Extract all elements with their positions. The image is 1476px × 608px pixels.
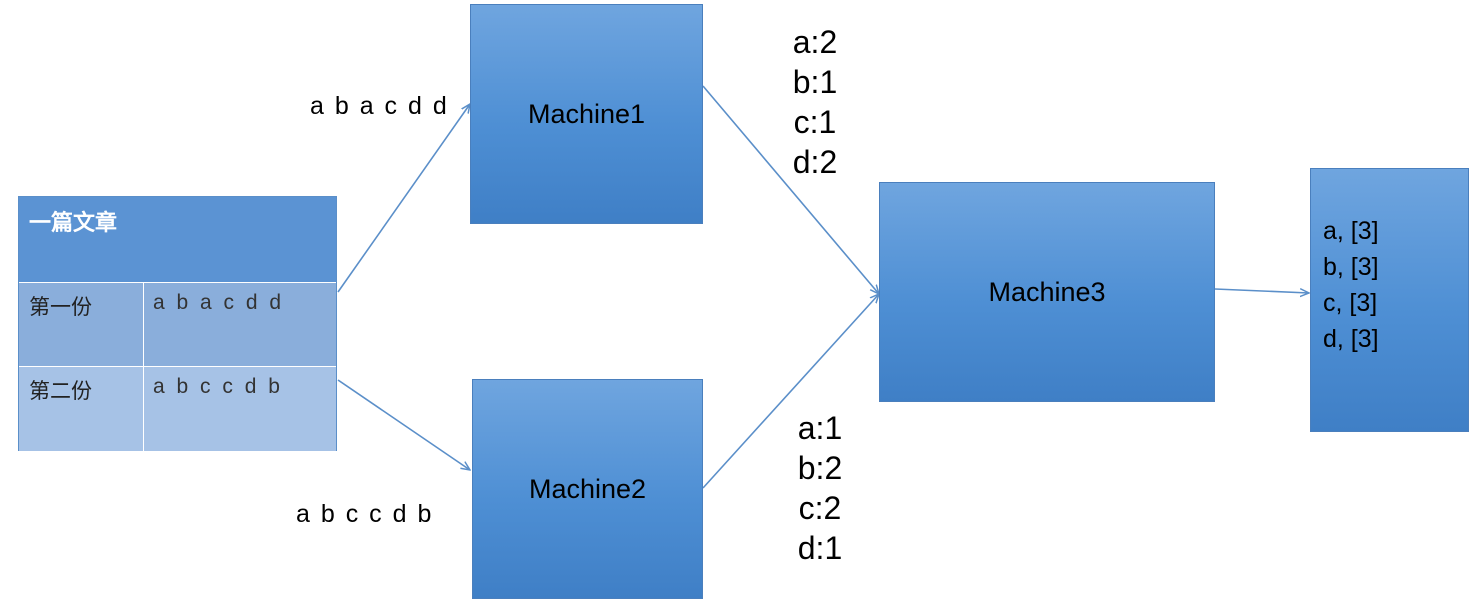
machine2-label: Machine2 [528, 473, 647, 504]
result-item: a, [3] [1323, 217, 1379, 245]
arrow-doc-to-machine2 [337, 379, 470, 470]
document-row-name: 第二份 [29, 379, 92, 403]
arrow-machine2-to-machine3 [702, 294, 879, 489]
result-item: b, [3] [1323, 253, 1379, 281]
arrow-machine1-to-machine3 [702, 85, 879, 294]
count-item: b:2 [797, 450, 843, 486]
result-item: c, [3] [1323, 289, 1378, 317]
machine1-box: Machine1 [470, 4, 703, 224]
count-item: c:1 [793, 104, 837, 140]
document-row-2: 第二份 a b c c d b [19, 367, 336, 451]
document-row-text: a b a c d d [153, 291, 285, 314]
document-title: 一篇文章 [29, 211, 118, 236]
document-row-text: a b c c d b [153, 375, 283, 398]
machine2-input-label: a b c c d b [296, 500, 434, 528]
document-row-name: 第一份 [29, 295, 92, 319]
count-item: c:2 [798, 490, 842, 526]
machine1-input-label: a b a c d d [310, 92, 449, 120]
arrow-doc-to-machine1 [337, 104, 470, 293]
count-item: b:1 [792, 64, 838, 100]
result-box: a, [3] b, [3] c, [3] d, [3] [1310, 168, 1469, 432]
result-item: d, [3] [1323, 325, 1379, 353]
count-item: a:1 [797, 410, 843, 446]
cell-divider [143, 283, 144, 366]
result-list: a, [3] b, [3] c, [3] d, [3] [1323, 213, 1379, 357]
machine3-label: Machine3 [988, 276, 1106, 307]
count-item: d:1 [797, 530, 843, 566]
machine1-counts: a:2 b:1 c:1 d:2 [785, 22, 845, 182]
machine1-label: Machine1 [527, 98, 646, 129]
document-row-1: 第一份 a b a c d d [19, 283, 336, 367]
machine3-box: Machine3 [879, 182, 1215, 402]
document-table: 一篇文章 第一份 a b a c d d 第二份 a b c c d b [18, 196, 337, 451]
cell-divider [143, 367, 144, 451]
count-item: d:2 [792, 144, 838, 180]
machine2-box: Machine2 [472, 379, 703, 599]
machine2-counts: a:1 b:2 c:2 d:1 [790, 408, 850, 568]
count-item: a:2 [792, 24, 838, 60]
document-table-header: 一篇文章 [19, 197, 336, 283]
arrow-machine3-to-result [1214, 289, 1309, 293]
